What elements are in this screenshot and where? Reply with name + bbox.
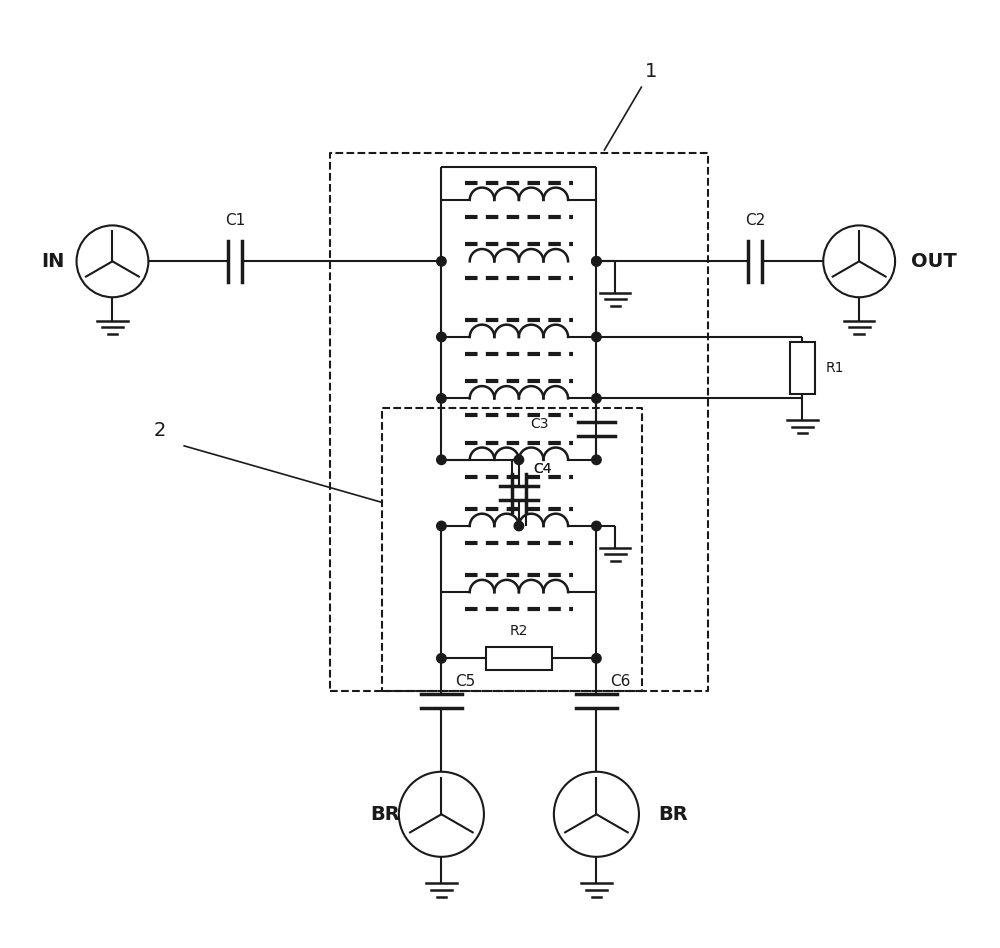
Circle shape [437,332,446,341]
Circle shape [592,257,601,266]
Text: IN: IN [42,252,65,271]
Circle shape [437,257,446,266]
Text: C1: C1 [225,213,245,228]
Circle shape [592,332,601,341]
Text: C3: C3 [530,417,549,431]
Bar [486,647,552,669]
Text: C4: C4 [533,463,552,476]
Text: C6: C6 [611,674,631,689]
Circle shape [514,521,524,531]
Text: C4: C4 [533,463,552,476]
Circle shape [592,653,601,663]
Circle shape [592,521,601,531]
Circle shape [437,653,446,663]
Text: 1: 1 [645,62,657,81]
Circle shape [514,455,524,465]
Circle shape [437,521,446,531]
Circle shape [592,393,601,403]
Text: R2: R2 [510,624,528,637]
Circle shape [437,455,446,465]
Text: 2: 2 [154,421,166,440]
Text: BR: BR [658,805,688,824]
Text: C2: C2 [745,213,765,228]
Text: BR: BR [371,805,400,824]
Text: C5: C5 [456,674,476,689]
Circle shape [437,393,446,403]
Circle shape [592,257,601,266]
Text: R1: R1 [826,360,845,374]
Bar [790,341,815,393]
Circle shape [592,455,601,465]
Text: OUT: OUT [911,252,957,271]
